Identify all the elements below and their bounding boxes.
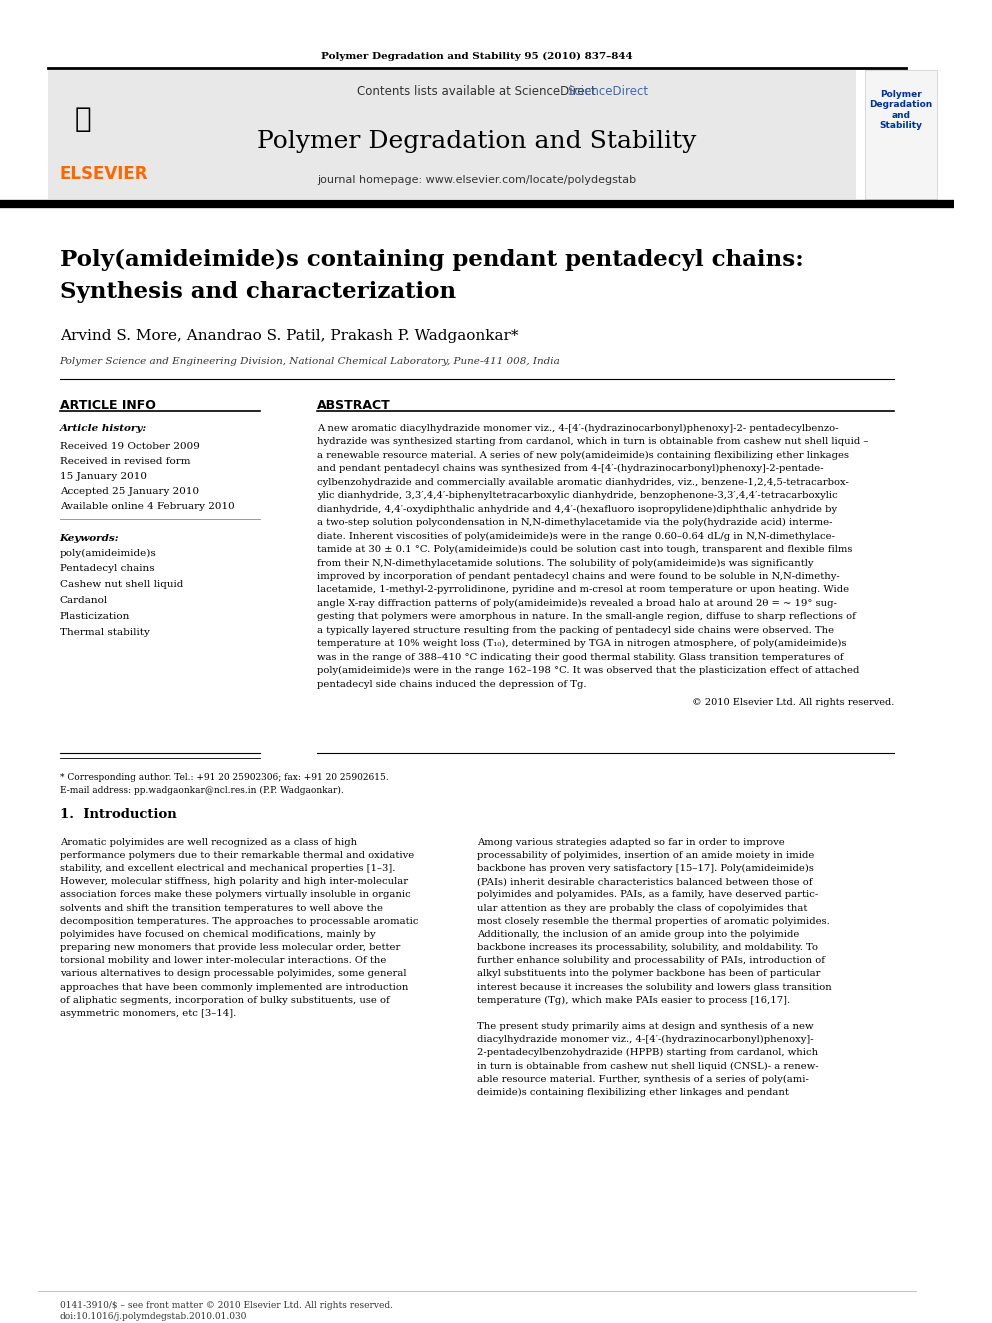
Text: E-mail address: pp.wadgaonkar@ncl.res.in (P.P. Wadgaonkar).: E-mail address: pp.wadgaonkar@ncl.res.in… — [60, 786, 343, 795]
Text: Pentadecyl chains: Pentadecyl chains — [60, 565, 154, 573]
Text: 1.  Introduction: 1. Introduction — [60, 808, 177, 820]
Text: ylic dianhydride, 3,3′,4,4′-biphenyltetracarboxylic dianhydride, benzophenone-3,: ylic dianhydride, 3,3′,4,4′-biphenyltetr… — [317, 491, 838, 500]
Text: Available online 4 February 2010: Available online 4 February 2010 — [60, 501, 234, 511]
Text: further enhance solubility and processability of PAIs, introduction of: further enhance solubility and processab… — [477, 957, 824, 966]
Text: a typically layered structure resulting from the packing of pentadecyl side chai: a typically layered structure resulting … — [317, 626, 834, 635]
Text: Aromatic polyimides are well recognized as a class of high: Aromatic polyimides are well recognized … — [60, 837, 357, 847]
Text: decomposition temperatures. The approaches to processable aromatic: decomposition temperatures. The approach… — [60, 917, 418, 926]
Text: (PAIs) inherit desirable characteristics balanced between those of: (PAIs) inherit desirable characteristics… — [477, 877, 812, 886]
FancyBboxPatch shape — [48, 70, 197, 200]
Text: poly(amideimide)s were in the range 162–198 °C. It was observed that the plastic: poly(amideimide)s were in the range 162–… — [317, 667, 860, 675]
Text: Polymer Degradation and Stability 95 (2010) 837–844: Polymer Degradation and Stability 95 (20… — [321, 52, 633, 61]
Text: asymmetric monomers, etc [3–14].: asymmetric monomers, etc [3–14]. — [60, 1009, 236, 1017]
Text: Accepted 25 January 2010: Accepted 25 January 2010 — [60, 487, 198, 496]
Text: various alternatives to design processable polyimides, some general: various alternatives to design processab… — [60, 970, 406, 978]
Text: was in the range of 388–410 °C indicating their good thermal stability. Glass tr: was in the range of 388–410 °C indicatin… — [317, 652, 844, 662]
Text: © 2010 Elsevier Ltd. All rights reserved.: © 2010 Elsevier Ltd. All rights reserved… — [691, 699, 894, 706]
Text: Synthesis and characterization: Synthesis and characterization — [60, 282, 455, 303]
Text: approaches that have been commonly implemented are introduction: approaches that have been commonly imple… — [60, 983, 408, 991]
Text: temperature at 10% weight loss (T₁₀), determined by TGA in nitrogen atmosphere, : temperature at 10% weight loss (T₁₀), de… — [317, 639, 847, 648]
Text: a renewable resource material. A series of new poly(amideimide)s containing flex: a renewable resource material. A series … — [317, 451, 849, 460]
Text: Received 19 October 2009: Received 19 October 2009 — [60, 442, 199, 451]
FancyBboxPatch shape — [865, 70, 937, 200]
Text: Keywords:: Keywords: — [60, 533, 119, 542]
Text: improved by incorporation of pendant pentadecyl chains and were found to be solu: improved by incorporation of pendant pen… — [317, 572, 840, 581]
Text: pentadecyl side chains induced the depression of Tg.: pentadecyl side chains induced the depre… — [317, 680, 586, 689]
Text: 15 January 2010: 15 January 2010 — [60, 472, 147, 480]
Text: 2-pentadecylbenzohydrazide (HPPB) starting from cardanol, which: 2-pentadecylbenzohydrazide (HPPB) starti… — [477, 1048, 818, 1057]
Text: in turn is obtainable from cashew nut shell liquid (CNSL)- a renew-: in turn is obtainable from cashew nut sh… — [477, 1061, 818, 1070]
Text: Polymer Science and Engineering Division, National Chemical Laboratory, Pune-411: Polymer Science and Engineering Division… — [60, 357, 560, 366]
Text: and pendant pentadecyl chains was synthesized from 4-[4′-(hydrazinocarbonyl)phen: and pendant pentadecyl chains was synthe… — [317, 464, 824, 474]
Text: angle X-ray diffraction patterns of poly(amideimide)s revealed a broad halo at a: angle X-ray diffraction patterns of poly… — [317, 599, 837, 609]
Text: interest because it increases the solubility and lowers glass transition: interest because it increases the solubi… — [477, 983, 831, 991]
Text: most closely resemble the thermal properties of aromatic polyimides.: most closely resemble the thermal proper… — [477, 917, 829, 926]
Text: ELSEVIER: ELSEVIER — [60, 164, 148, 183]
Text: Among various strategies adapted so far in order to improve: Among various strategies adapted so far … — [477, 837, 785, 847]
Text: 🌳: 🌳 — [75, 105, 91, 132]
Text: deimide)s containing flexibilizing ether linkages and pendant: deimide)s containing flexibilizing ether… — [477, 1088, 789, 1097]
Text: diate. Inherent viscosities of poly(amideimide)s were in the range 0.60–0.64 dL/: diate. Inherent viscosities of poly(amid… — [317, 532, 835, 541]
Text: preparing new monomers that provide less molecular order, better: preparing new monomers that provide less… — [60, 943, 400, 953]
Text: temperature (Tg), which make PAIs easier to process [16,17].: temperature (Tg), which make PAIs easier… — [477, 996, 790, 1004]
Text: Polymer
Degradation
and
Stability: Polymer Degradation and Stability — [869, 90, 932, 130]
Text: polyimides and polyamides. PAIs, as a family, have deserved partic-: polyimides and polyamides. PAIs, as a fa… — [477, 890, 818, 900]
Text: processability of polyimides, insertion of an amide moiety in imide: processability of polyimides, insertion … — [477, 851, 814, 860]
Text: The present study primarily aims at design and synthesis of a new: The present study primarily aims at desi… — [477, 1021, 813, 1031]
Text: tamide at 30 ± 0.1 °C. Poly(amideimide)s could be solution cast into tough, tran: tamide at 30 ± 0.1 °C. Poly(amideimide)s… — [317, 545, 853, 554]
Text: ular attention as they are probably the class of copolyimides that: ular attention as they are probably the … — [477, 904, 807, 913]
Text: stability, and excellent electrical and mechanical properties [1–3].: stability, and excellent electrical and … — [60, 864, 395, 873]
Text: However, molecular stiffness, high polarity and high inter-molecular: However, molecular stiffness, high polar… — [60, 877, 408, 886]
Text: ABSTRACT: ABSTRACT — [317, 400, 391, 411]
Text: lacetamide, 1-methyl-2-pyrrolidinone, pyridine and m-cresol at room temperature : lacetamide, 1-methyl-2-pyrrolidinone, py… — [317, 585, 849, 594]
Text: cylbenzohydrazide and commercially available aromatic dianhydrides, viz., benzen: cylbenzohydrazide and commercially avail… — [317, 478, 849, 487]
Text: Thermal stability: Thermal stability — [60, 628, 150, 638]
Text: * Corresponding author. Tel.: +91 20 25902306; fax: +91 20 25902615.: * Corresponding author. Tel.: +91 20 259… — [60, 773, 388, 782]
Text: Additionally, the inclusion of an amide group into the polyimide: Additionally, the inclusion of an amide … — [477, 930, 800, 939]
Text: backbone has proven very satisfactory [15–17]. Poly(amideimide)s: backbone has proven very satisfactory [1… — [477, 864, 813, 873]
Text: association forces make these polymers virtually insoluble in organic: association forces make these polymers v… — [60, 890, 411, 900]
Text: hydrazide was synthesized starting from cardanol, which in turn is obtainable fr: hydrazide was synthesized starting from … — [317, 438, 869, 446]
Text: backbone increases its processability, solubility, and moldability. To: backbone increases its processability, s… — [477, 943, 817, 953]
FancyBboxPatch shape — [48, 70, 856, 200]
Text: performance polymers due to their remarkable thermal and oxidative: performance polymers due to their remark… — [60, 851, 414, 860]
Text: Cashew nut shell liquid: Cashew nut shell liquid — [60, 581, 183, 590]
Text: Cardanol: Cardanol — [60, 597, 108, 606]
Text: Plasticization: Plasticization — [60, 613, 130, 622]
Text: journal homepage: www.elsevier.com/locate/polydegstab: journal homepage: www.elsevier.com/locat… — [317, 175, 637, 184]
Text: solvents and shift the transition temperatures to well above the: solvents and shift the transition temper… — [60, 904, 383, 913]
Text: able resource material. Further, synthesis of a series of poly(ami-: able resource material. Further, synthes… — [477, 1074, 808, 1084]
Text: gesting that polymers were amorphous in nature. In the small-angle region, diffu: gesting that polymers were amorphous in … — [317, 613, 856, 622]
Text: of aliphatic segments, incorporation of bulky substituents, use of: of aliphatic segments, incorporation of … — [60, 996, 389, 1004]
Text: polyimides have focused on chemical modifications, mainly by: polyimides have focused on chemical modi… — [60, 930, 375, 939]
Text: diacylhydrazide monomer viz., 4-[4′-(hydrazinocarbonyl)phenoxy]-: diacylhydrazide monomer viz., 4-[4′-(hyd… — [477, 1035, 813, 1044]
Text: Article history:: Article history: — [60, 423, 147, 433]
Text: Received in revised form: Received in revised form — [60, 456, 190, 466]
Text: from their N,N-dimethylacetamide solutions. The solubility of poly(amideimide)s : from their N,N-dimethylacetamide solutio… — [317, 558, 813, 568]
Text: alkyl substituents into the polymer backbone has been of particular: alkyl substituents into the polymer back… — [477, 970, 820, 978]
Text: a two-step solution polycondensation in N,N-dimethylacetamide via the poly(hydra: a two-step solution polycondensation in … — [317, 519, 832, 527]
Text: Arvind S. More, Anandrao S. Patil, Prakash P. Wadgaonkar*: Arvind S. More, Anandrao S. Patil, Praka… — [60, 329, 518, 343]
Text: Contents lists available at ScienceDirect: Contents lists available at ScienceDirec… — [357, 85, 596, 98]
Text: Polymer Degradation and Stability: Polymer Degradation and Stability — [257, 130, 696, 152]
Text: ARTICLE INFO: ARTICLE INFO — [60, 400, 156, 411]
Text: ScienceDirect: ScienceDirect — [567, 85, 649, 98]
Text: Poly(amideimide)s containing pendant pentadecyl chains:: Poly(amideimide)s containing pendant pen… — [60, 249, 804, 271]
Text: doi:10.1016/j.polymdegstab.2010.01.030: doi:10.1016/j.polymdegstab.2010.01.030 — [60, 1312, 247, 1322]
Text: dianhydride, 4,4′-oxydiphthalic anhydride and 4,4′-(hexafluoro isopropylidene)di: dianhydride, 4,4′-oxydiphthalic anhydrid… — [317, 504, 837, 513]
Text: 0141-3910/$ – see front matter © 2010 Elsevier Ltd. All rights reserved.: 0141-3910/$ – see front matter © 2010 El… — [60, 1302, 393, 1311]
Text: poly(amideimide)s: poly(amideimide)s — [60, 549, 157, 557]
Text: A new aromatic diacylhydrazide monomer viz., 4-[4′-(hydrazinocarbonyl)phenoxy]-2: A new aromatic diacylhydrazide monomer v… — [317, 423, 839, 433]
Text: torsional mobility and lower inter-molecular interactions. Of the: torsional mobility and lower inter-molec… — [60, 957, 386, 966]
